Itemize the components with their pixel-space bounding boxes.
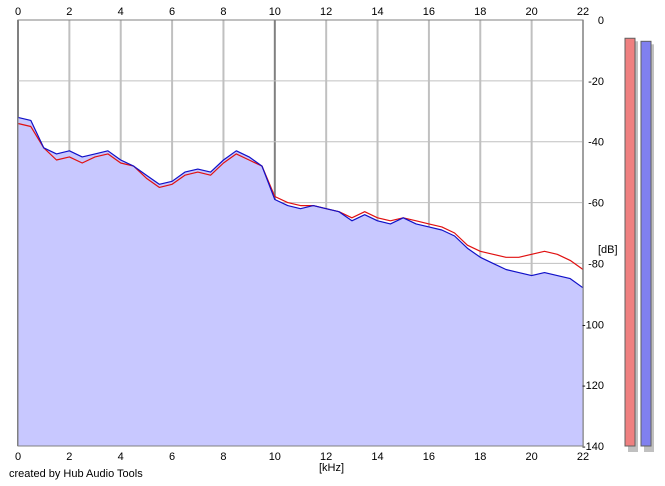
x-tick-label: 20 bbox=[526, 451, 538, 463]
x-tick-label: 6 bbox=[169, 6, 175, 18]
x-tick-label: 12 bbox=[320, 6, 332, 18]
y-tick-label: -100 bbox=[582, 319, 604, 331]
x-tick-label: 20 bbox=[526, 6, 538, 18]
x-tick-label: 22 bbox=[577, 451, 589, 463]
x-tick-label: 6 bbox=[169, 451, 175, 463]
y-tick-label: -80 bbox=[588, 258, 604, 270]
x-tick-label: 16 bbox=[423, 6, 435, 18]
x-tick-label: 10 bbox=[269, 6, 281, 18]
x-tick-label: 8 bbox=[220, 451, 226, 463]
x-tick-label: 14 bbox=[371, 451, 383, 463]
x-tick-label: 2 bbox=[66, 451, 72, 463]
x-tick-label: 22 bbox=[577, 6, 589, 18]
x-tick-label: 14 bbox=[371, 6, 383, 18]
x-axis-label: [kHz] bbox=[319, 462, 344, 474]
credit-text: created by Hub Audio Tools bbox=[9, 468, 143, 480]
y-tick-label: -120 bbox=[582, 380, 604, 392]
y-tick-label: -140 bbox=[582, 441, 604, 453]
level-meter-bar bbox=[624, 37, 636, 447]
x-tick-label: 8 bbox=[220, 6, 226, 18]
y-axis-label: [dB] bbox=[598, 244, 618, 256]
spectrum-area bbox=[18, 117, 583, 447]
level-meters bbox=[624, 37, 654, 453]
x-tick-label: 0 bbox=[15, 6, 21, 18]
y-tick-label: -60 bbox=[588, 198, 604, 210]
plot-frame bbox=[17, 19, 584, 447]
level-meter-bar bbox=[640, 40, 652, 447]
x-tick-labels-bottom: 0 2 4 6 8 10 12 14 16 18 20 22 bbox=[15, 451, 589, 463]
x-tick-label: 10 bbox=[269, 451, 281, 463]
y-tick-label: -40 bbox=[588, 137, 604, 149]
series-line-left bbox=[17, 122, 584, 270]
x-tick-labels-top: 0 2 4 6 8 10 12 14 16 18 20 22 bbox=[15, 6, 589, 18]
y-tick-label: 0 bbox=[598, 15, 604, 27]
x-tick-label: 2 bbox=[66, 6, 72, 18]
x-tick-label: 18 bbox=[474, 6, 486, 18]
x-tick-label: 4 bbox=[118, 6, 124, 18]
x-tick-label: 4 bbox=[118, 451, 124, 463]
x-tick-label: 16 bbox=[423, 451, 435, 463]
x-tick-label: 0 bbox=[15, 451, 21, 463]
y-tick-label: -20 bbox=[588, 76, 604, 88]
x-tick-label: 12 bbox=[320, 451, 332, 463]
series-line-right bbox=[17, 116, 584, 289]
y-tick-labels: 0 -20 -40 -60 -80 -100 -120 -140 bbox=[582, 15, 604, 453]
x-tick-label: 18 bbox=[474, 451, 486, 463]
channel-lines bbox=[17, 116, 584, 289]
